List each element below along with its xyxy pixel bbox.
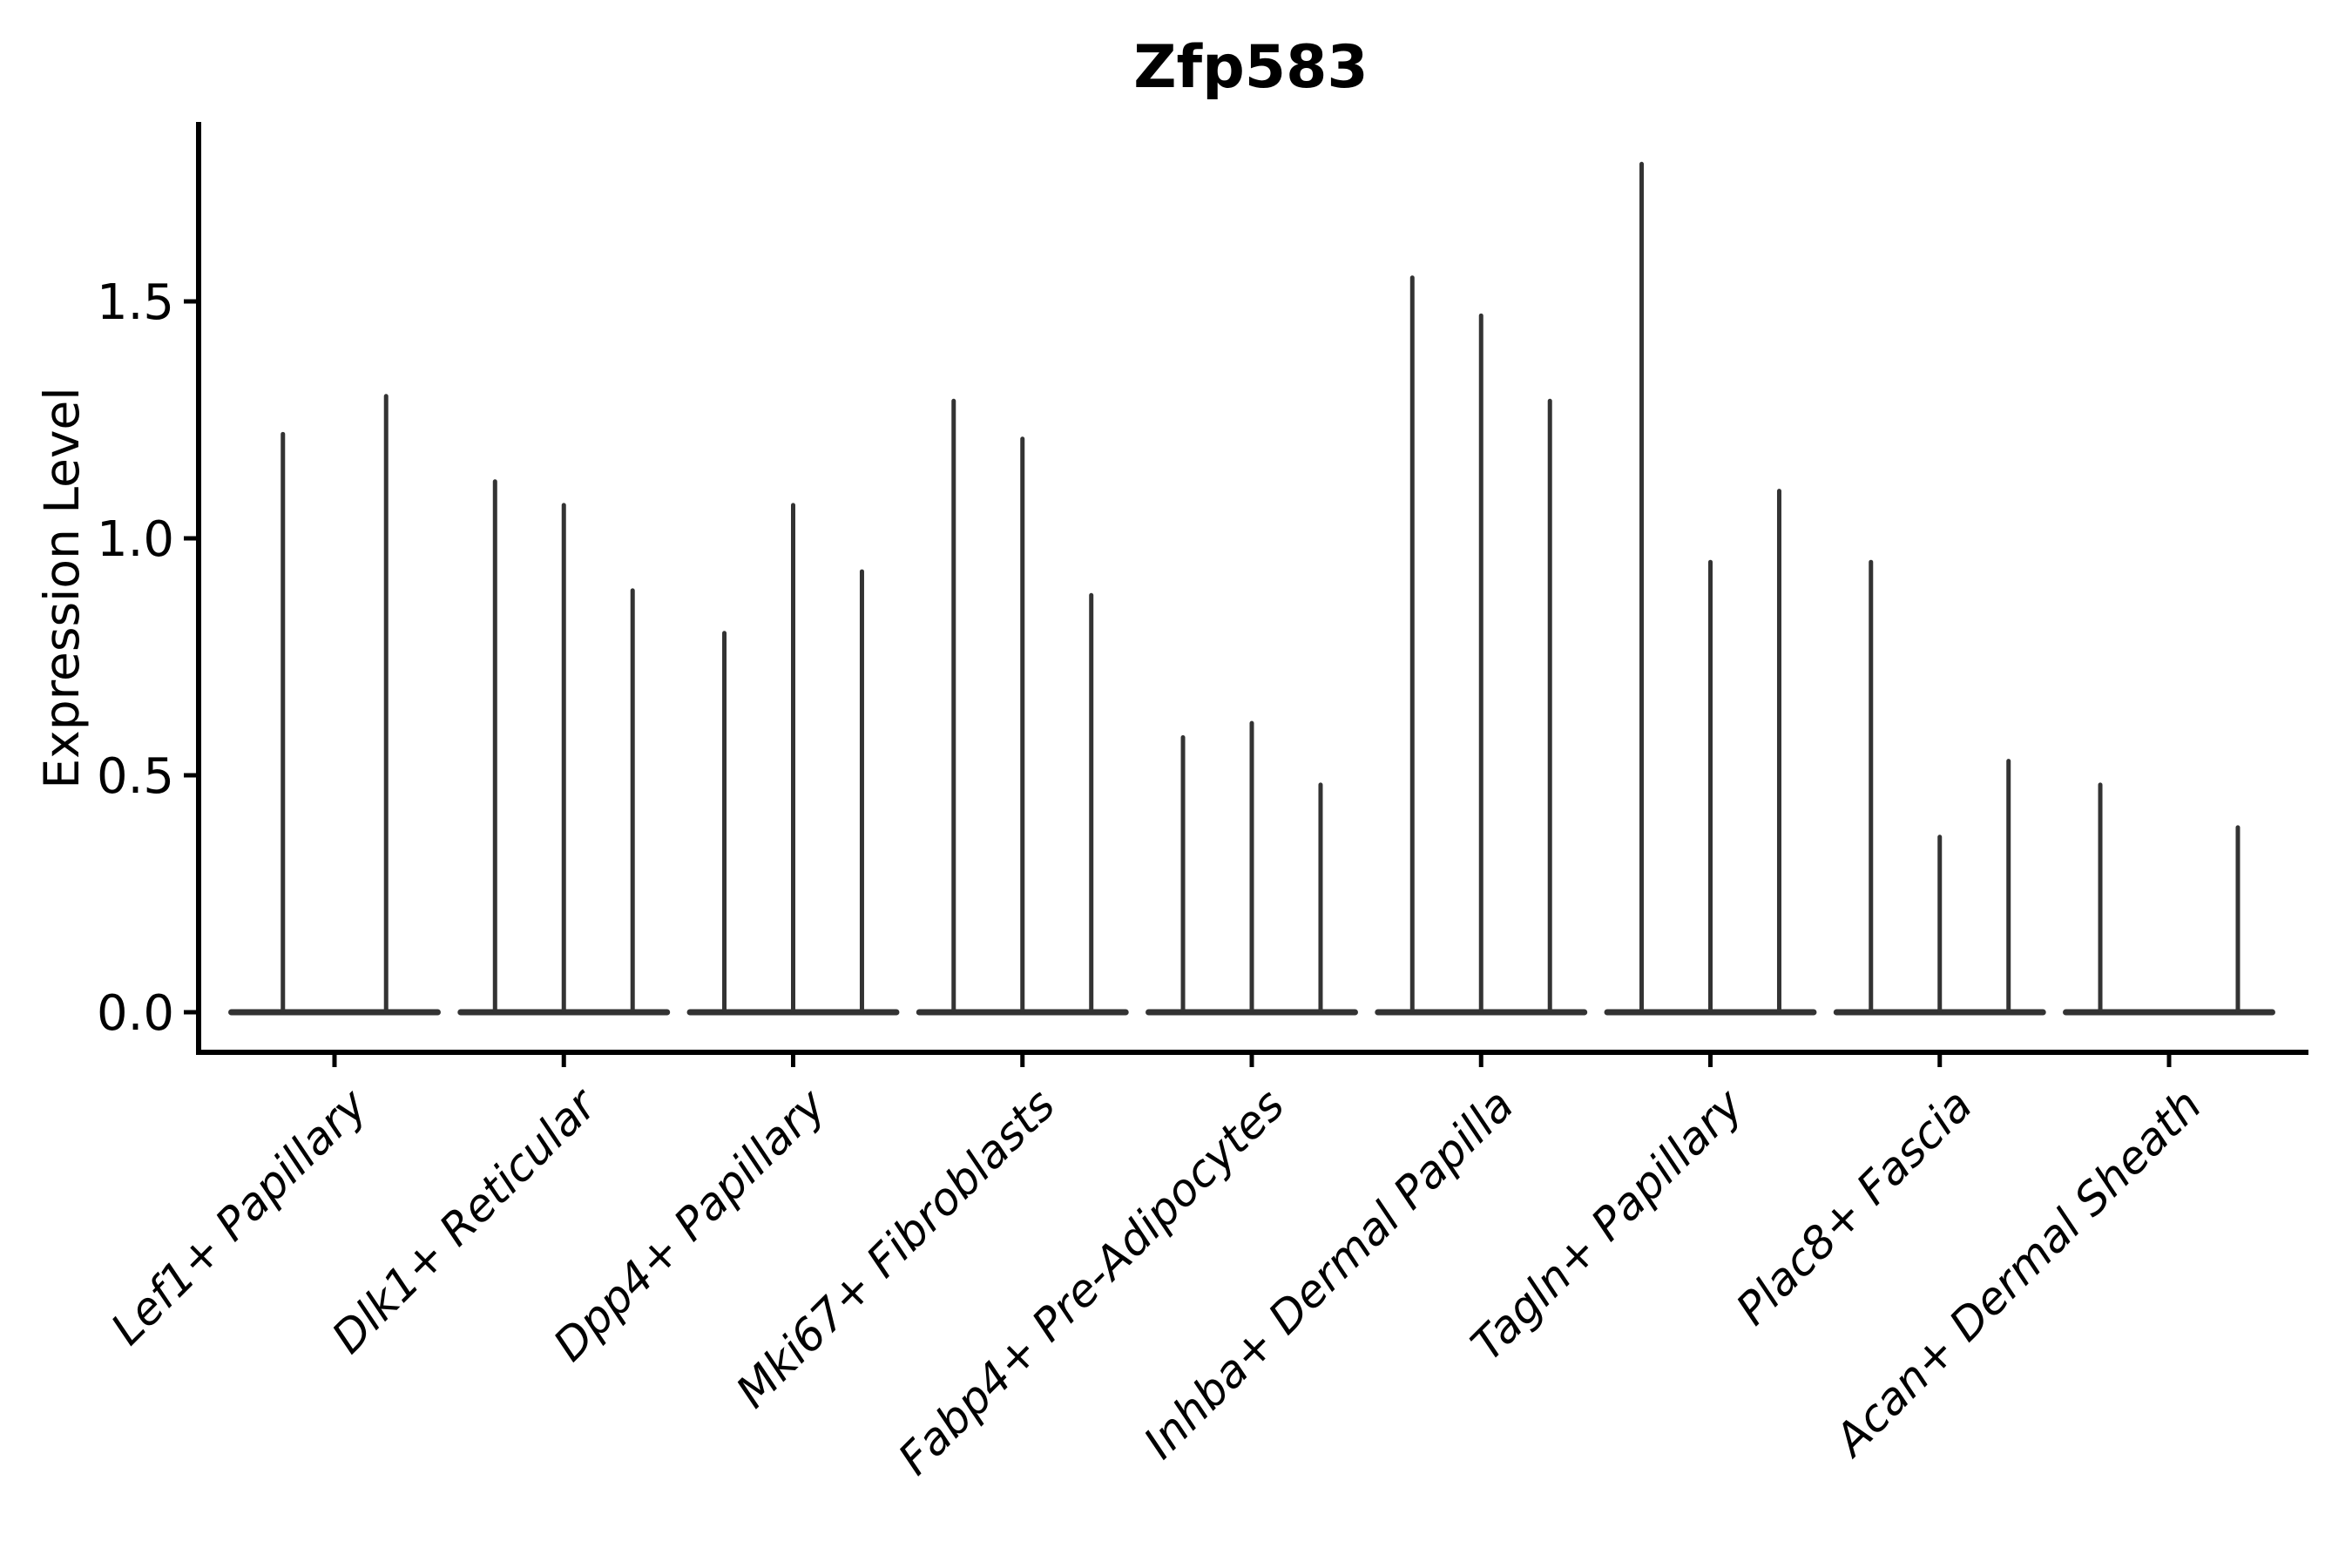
y-axis-label: Expression Level bbox=[34, 387, 90, 788]
violin-marks bbox=[228, 161, 2275, 1016]
y-axis-ticks: 0.0 0.5 1.0 1.5 bbox=[97, 274, 199, 1042]
x-tick-label: Inhba+ Dermal Papilla bbox=[1134, 1079, 1524, 1469]
x-tick-label: Fabp4+ Pre-Adipocytes bbox=[889, 1079, 1295, 1485]
y-tick-label: 1.5 bbox=[97, 274, 174, 331]
chart-title: Zfp583 bbox=[1133, 33, 1369, 102]
y-tick-label: 1.0 bbox=[97, 511, 174, 568]
x-tick-label: Acan+ Dermal Sheath bbox=[1824, 1079, 2212, 1467]
y-tick-label: 0.5 bbox=[97, 748, 174, 805]
y-tick-label: 0.0 bbox=[97, 985, 174, 1042]
x-tick-label: Plac8+ Fascia bbox=[1727, 1079, 1983, 1335]
